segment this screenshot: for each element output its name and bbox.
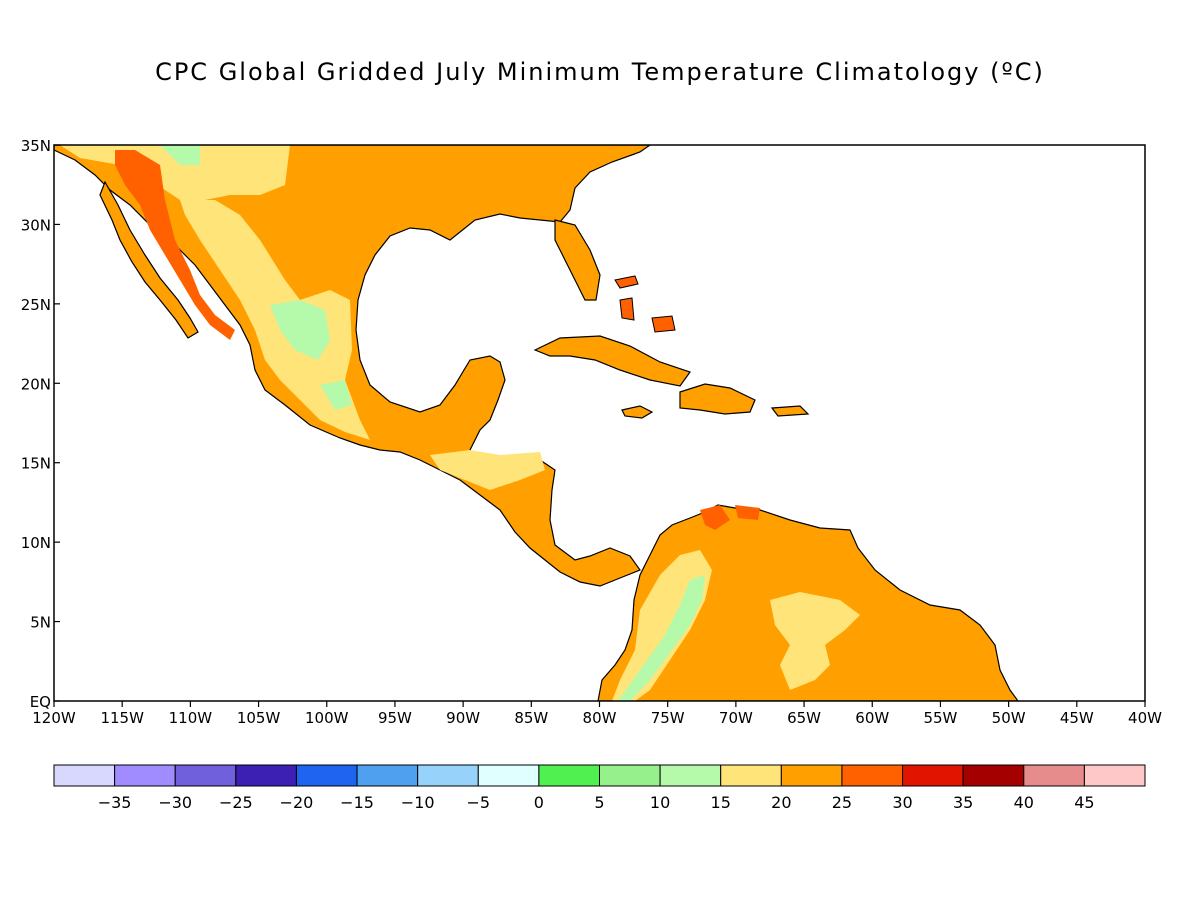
zone-20-25-central-america <box>430 450 545 490</box>
temperature-zones <box>60 145 860 701</box>
colorbar-swatch <box>356 764 419 787</box>
lon-tick-label: 50W <box>992 709 1026 727</box>
colorbar-label: 25 <box>832 793 852 812</box>
longitude-axis: 120W 115W 110W 105W 100W 95W 90W 85W 80W 75W 70W 65… <box>32 701 1162 727</box>
lat-tick-label: 30N <box>21 216 51 234</box>
colorbar-label: 0 <box>534 793 544 812</box>
lon-tick-label: 45W <box>1060 709 1094 727</box>
lon-tick-label: 75W <box>651 709 685 727</box>
colorbar-label: −25 <box>219 793 253 812</box>
colorbar-label: 40 <box>1014 793 1034 812</box>
land-puerto-rico <box>770 405 810 417</box>
colorbar-swatch <box>902 764 964 787</box>
lat-tick-label: 35N <box>21 137 51 155</box>
colorbar-label: 5 <box>594 793 604 812</box>
colorbar-label: −30 <box>158 793 192 812</box>
colorbar-swatch <box>659 764 722 787</box>
lat-tick-label: 20N <box>21 375 51 393</box>
zone-30-gulf-of-california <box>115 150 235 340</box>
lon-tick-label: 80W <box>583 709 617 727</box>
colorbar: −35 −30 −25 −20 −15 −10 −5 0 5 10 15 20 25 30 35 40 45 <box>53 764 1146 812</box>
colorbar-label: 10 <box>650 793 670 812</box>
lat-tick-label: EQ <box>30 693 51 711</box>
zone-20-25-guiana-highlands <box>770 592 860 690</box>
colorbar-label: 20 <box>771 793 791 812</box>
colorbar-swatch <box>235 764 297 787</box>
lon-tick-label: 120W <box>32 709 76 727</box>
colorbar-label: −10 <box>401 793 435 812</box>
colorbar-swatch <box>477 764 540 787</box>
colorbar-swatch <box>417 764 479 787</box>
colorbar-swatch <box>720 764 782 787</box>
lon-tick-label: 70W <box>719 709 753 727</box>
colorbar-label: 15 <box>711 793 731 812</box>
lat-tick-label: 5N <box>30 614 51 632</box>
colorbar-label: 45 <box>1074 793 1094 812</box>
lon-tick-label: 65W <box>787 709 821 727</box>
colorbar-swatch <box>962 764 1025 787</box>
land-baja-california <box>99 180 199 339</box>
zone-15-20-andes <box>618 575 705 701</box>
land-bahamas <box>614 275 676 333</box>
lon-tick-label: 105W <box>237 709 281 727</box>
colorbar-label: −5 <box>466 793 490 812</box>
chart-title: CPC Global Gridded July Minimum Temperat… <box>155 58 1045 86</box>
colorbar-swatch <box>53 764 116 787</box>
colorbar-swatch <box>841 764 904 787</box>
colorbar-swatch <box>295 764 358 787</box>
land-jamaica <box>621 405 654 419</box>
zone-30-venezuela-coast <box>700 505 760 530</box>
colorbar-swatch <box>538 764 601 787</box>
zone-15-20-mexico-highlands <box>270 300 352 410</box>
lon-tick-label: 85W <box>514 709 548 727</box>
colorbar-label: 30 <box>892 793 912 812</box>
land-florida <box>554 219 601 301</box>
lon-tick-label: 40W <box>1128 709 1162 727</box>
colorbar-swatch <box>599 764 661 787</box>
lat-tick-label: 25N <box>21 296 51 314</box>
lon-tick-label: 90W <box>446 709 480 727</box>
lon-tick-label: 115W <box>100 709 144 727</box>
land-hispaniola <box>679 383 756 415</box>
colorbar-swatch <box>114 764 176 787</box>
lon-tick-label: 110W <box>169 709 213 727</box>
colorbar-label: −20 <box>280 793 314 812</box>
lat-tick-label: 15N <box>21 455 51 473</box>
lon-tick-label: 95W <box>378 709 412 727</box>
colorbar-label: −35 <box>98 793 132 812</box>
lon-tick-label: 100W <box>305 709 349 727</box>
lon-tick-label: 60W <box>855 709 889 727</box>
colorbar-label: 35 <box>953 793 973 812</box>
latitude-axis: EQ 5N 10N 15N 20N 25N 30N 35N <box>21 137 60 711</box>
colorbar-swatch <box>174 764 237 787</box>
colorbar-label: −15 <box>340 793 374 812</box>
zone-20-25-mexico-plateau <box>180 200 370 440</box>
colorbar-swatch <box>1083 764 1146 787</box>
lon-tick-label: 55W <box>923 709 957 727</box>
zone-15-20-us-colorado <box>160 145 200 165</box>
lat-tick-label: 10N <box>21 534 51 552</box>
land-cuba <box>533 335 691 387</box>
colorbar-swatch <box>780 764 843 787</box>
colorbar-swatch <box>1023 764 1085 787</box>
